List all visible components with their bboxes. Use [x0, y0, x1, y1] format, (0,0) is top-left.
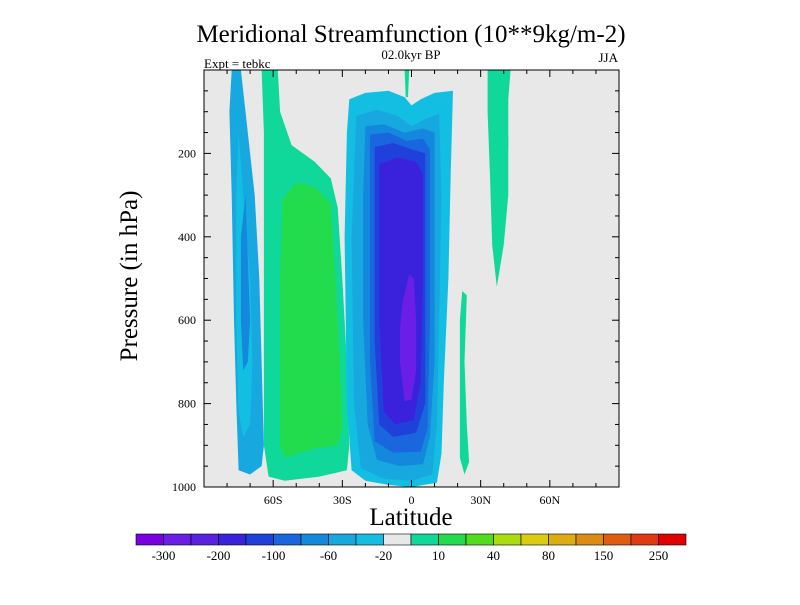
contour-southern-cell-core — [240, 195, 251, 371]
y-tick-label: 800 — [178, 397, 196, 411]
colorbar-swatch — [575, 533, 604, 546]
colorbar-swatch — [383, 533, 412, 546]
colorbar-swatch — [658, 533, 687, 546]
contour-subtropical-plume-arm — [503, 132, 509, 154]
colorbar-swatch — [548, 533, 577, 546]
colorbar-label: 40 — [487, 548, 500, 563]
colorbar-swatch — [630, 533, 659, 546]
colorbar-swatch — [135, 533, 164, 546]
x-tick-label: 30S — [333, 493, 352, 507]
colorbar-swatch — [355, 533, 384, 546]
colorbar-swatch — [410, 533, 439, 546]
colorbar-label: -300 — [152, 548, 176, 563]
contour-equatorial-plume — [404, 70, 410, 98]
contour-hadley-cell-6 — [379, 157, 423, 425]
y-tick-label: 600 — [178, 313, 196, 327]
colorbar-label: -20 — [375, 548, 392, 563]
colorbar-swatch — [190, 533, 219, 546]
colorbar-swatch — [520, 533, 549, 546]
colorbar-label: 10 — [432, 548, 445, 563]
contour-hadley-core — [400, 274, 417, 402]
colorbar-label: 250 — [649, 548, 669, 563]
colorbar-swatch — [273, 533, 302, 546]
colorbar-label: -200 — [207, 548, 231, 563]
x-axis-label: Latitude — [369, 504, 452, 531]
y-tick-label: 200 — [178, 146, 196, 160]
y-axis-label: Pressure (in hPa) — [116, 191, 143, 362]
colorbar-swatch — [300, 533, 329, 546]
colorbar-swatch — [438, 533, 467, 546]
colorbar-swatch — [465, 533, 494, 546]
colorbar-swatch — [328, 533, 357, 546]
x-tick-label: 60S — [264, 493, 283, 507]
contour-tropical-strip — [459, 291, 470, 475]
colorbar-label: 80 — [542, 548, 555, 563]
plot-area — [203, 69, 620, 488]
colorbar-label: -100 — [262, 548, 286, 563]
x-tick-label: 30N — [470, 493, 491, 507]
colorbar-swatch — [493, 533, 522, 546]
contour-subtropical-plume — [487, 70, 511, 287]
x-tick-label: 0 — [409, 493, 415, 507]
chart-subtitle-center: 02.0kyr BP — [381, 47, 440, 62]
chart-subtitle-right: JJA — [598, 50, 618, 65]
colorbar-swatch — [163, 533, 192, 546]
y-tick-label: 1000 — [172, 480, 196, 494]
colorbar-label: 150 — [594, 548, 614, 563]
colorbar-swatch — [218, 533, 247, 546]
colorbar-swatch — [603, 533, 632, 546]
y-tick-label: 400 — [178, 230, 196, 244]
y-axis: 200 400 600 800 1000 — [172, 90, 619, 494]
colorbar-label: -60 — [320, 548, 337, 563]
chart-title: Meridional Streamfunction (10**9kg/m-2) — [196, 21, 625, 48]
contour-southern-positive-core — [280, 182, 343, 458]
colorbar-swatch — [245, 533, 274, 546]
colorbar: -300 -200 -100 -60 -20 10 40 80 150 250 — [135, 533, 687, 563]
x-axis: 60S 30S 0 30N 60N — [226, 70, 597, 507]
chart-subtitle-left: Expt = tebkc — [204, 56, 271, 71]
x-tick-label: 60N — [539, 493, 560, 507]
